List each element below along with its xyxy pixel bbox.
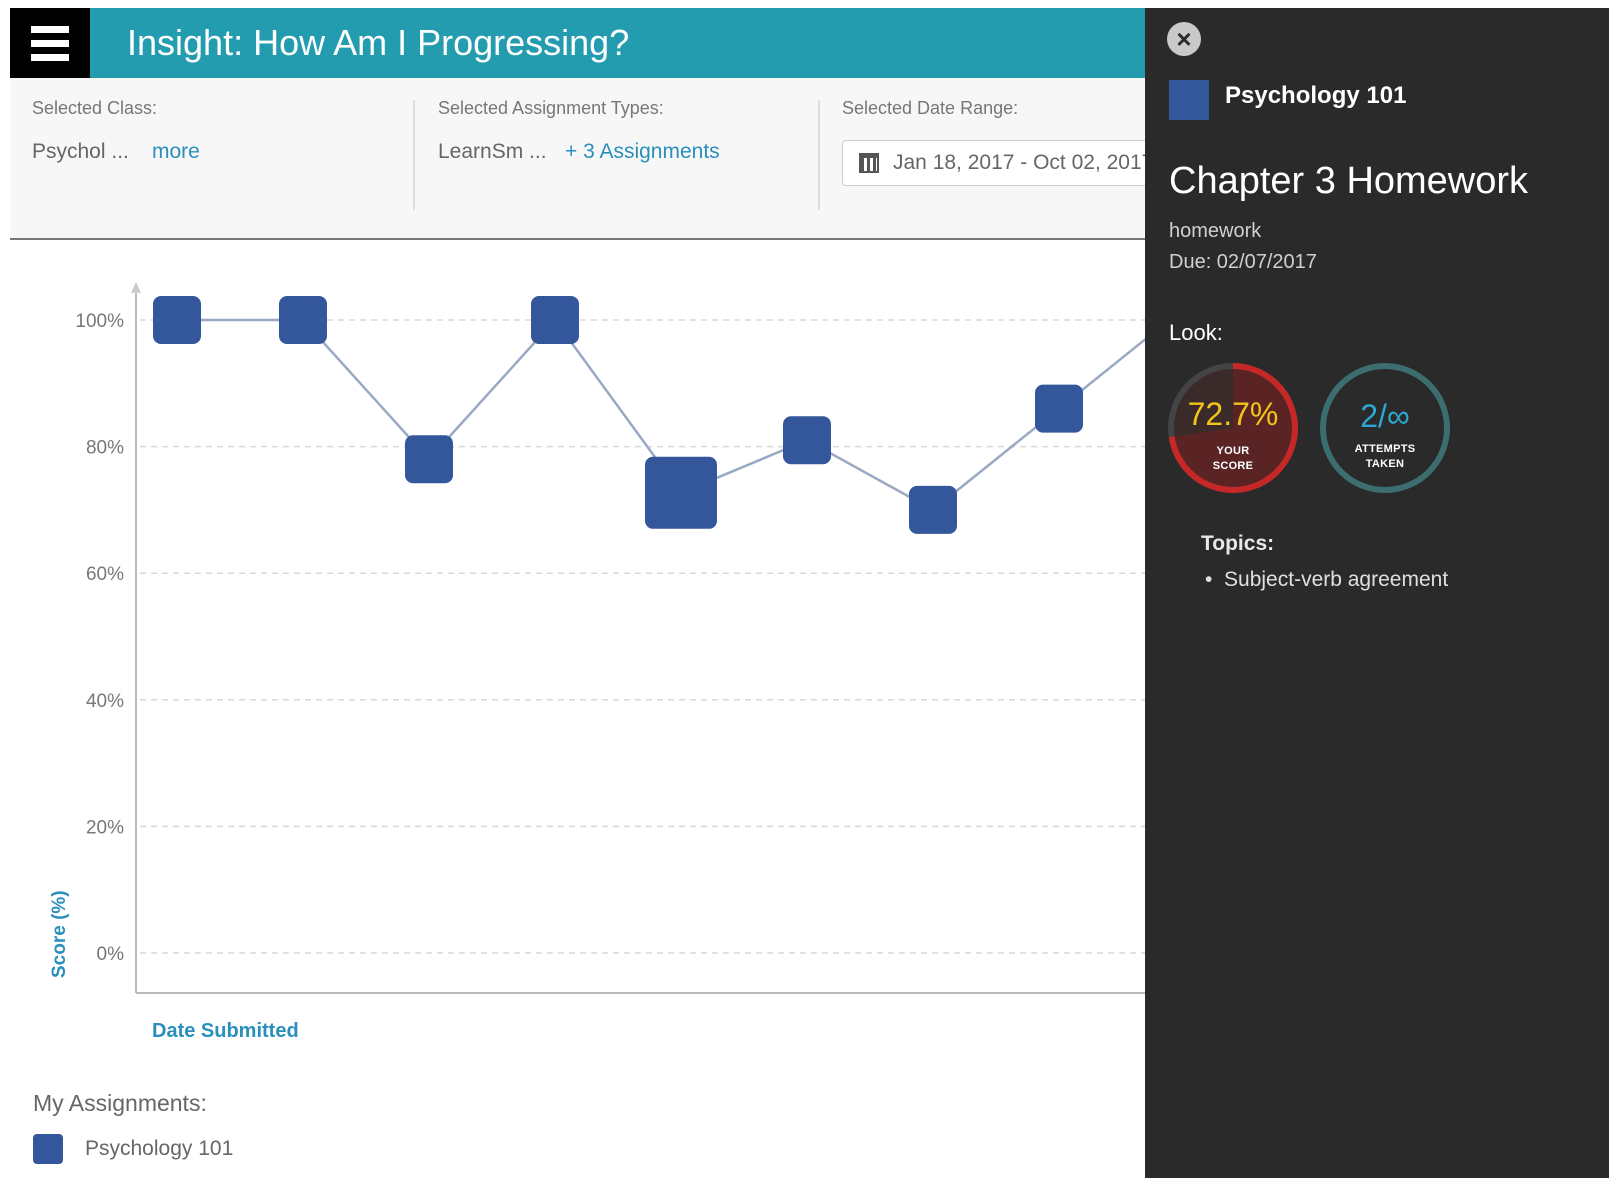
- score-value: 72.7%: [1187, 396, 1279, 432]
- data-point[interactable]: [1035, 384, 1083, 433]
- topics-label: Topics:: [1201, 532, 1275, 555]
- assignment-title: Chapter 3 Homework: [1169, 160, 1529, 202]
- chart-grid: [140, 319, 1145, 954]
- date-range-filter: Selected Date Range: Jan 18, 2017 - Oct …: [842, 78, 1145, 238]
- hamburger-menu-icon[interactable]: [10, 8, 90, 78]
- date-range-label: Selected Date Range:: [842, 98, 1019, 118]
- page-title: Insight: How Am I Progressing?: [127, 22, 630, 63]
- x-axis-label: Date Submitted: [152, 1020, 299, 1042]
- y-axis-label: Score (%): [49, 890, 70, 978]
- class-filter-value: Psychol ...: [32, 140, 129, 163]
- calendar-icon: [859, 153, 879, 173]
- legend-swatch: [33, 1134, 63, 1164]
- class-more-link[interactable]: more: [152, 140, 200, 163]
- score-gauge: 72.7% YOUR SCORE: [1165, 360, 1301, 496]
- date-range-picker[interactable]: Jan 18, 2017 - Oct 02, 2017: [842, 140, 1145, 186]
- assignment-type: homework: [1169, 220, 1262, 242]
- topic-item: • Subject-verb agreement: [1205, 568, 1449, 591]
- y-tick-label: 40%: [86, 691, 124, 712]
- assignment-detail-panel: × Psychology 101 Chapter 3 Homework home…: [1145, 8, 1609, 1178]
- assignment-type-label: Selected Assignment Types:: [438, 98, 664, 118]
- attempts-label-bottom: TAKEN: [1365, 458, 1405, 470]
- score-chart: 100% 80% 60% 40% 20% 0% Score (%): [49, 282, 1145, 994]
- attempts-value: 2/∞: [1360, 398, 1410, 434]
- assignment-type-value: LearnSm ...: [438, 140, 547, 163]
- attempts-label-top: ATTEMPTS: [1354, 443, 1416, 455]
- date-range-value: Jan 18, 2017 - Oct 02, 2017: [893, 151, 1145, 174]
- filter-divider: [818, 100, 820, 210]
- y-tick-label: 20%: [86, 817, 124, 838]
- class-color-swatch: [1169, 80, 1209, 120]
- look-label: Look:: [1169, 320, 1223, 345]
- legend-label: Psychology 101: [85, 1137, 234, 1160]
- y-tick-label: 100%: [75, 311, 124, 332]
- score-label-bottom: SCORE: [1212, 460, 1254, 472]
- y-axis-ticks: 100% 80% 60% 40% 20% 0%: [75, 311, 124, 965]
- class-filter-label: Selected Class:: [32, 98, 158, 118]
- data-point[interactable]: [405, 435, 453, 484]
- data-point[interactable]: [783, 416, 831, 465]
- legend-item[interactable]: Psychology 101: [33, 1134, 233, 1164]
- data-point[interactable]: [909, 485, 957, 534]
- y-tick-label: 0%: [97, 944, 125, 965]
- attempts-gauge: 2/∞ ATTEMPTS TAKEN: [1317, 360, 1453, 496]
- topic-text: Subject-verb agreement: [1224, 568, 1449, 591]
- filter-bar: Selected Class: Psychol ... more Selecte…: [10, 78, 1145, 240]
- assignment-due-date: Due: 02/07/2017: [1169, 251, 1317, 273]
- data-point[interactable]: [531, 296, 579, 344]
- data-point[interactable]: [279, 296, 327, 344]
- data-point-selected[interactable]: [645, 456, 717, 529]
- data-point[interactable]: [153, 296, 201, 344]
- close-icon[interactable]: ×: [1167, 22, 1201, 56]
- score-label-top: YOUR: [1216, 445, 1250, 457]
- class-name: Psychology 101: [1225, 82, 1407, 109]
- more-assignments-link[interactable]: + 3 Assignments: [565, 140, 720, 163]
- filter-divider: [413, 100, 415, 210]
- app-header: Insight: How Am I Progressing?: [10, 8, 1145, 78]
- y-axis-arrow-icon: [131, 282, 141, 293]
- my-assignments-heading: My Assignments:: [33, 1090, 207, 1116]
- y-tick-label: 60%: [86, 564, 124, 585]
- series-points: [153, 296, 1083, 534]
- y-tick-label: 80%: [86, 438, 124, 459]
